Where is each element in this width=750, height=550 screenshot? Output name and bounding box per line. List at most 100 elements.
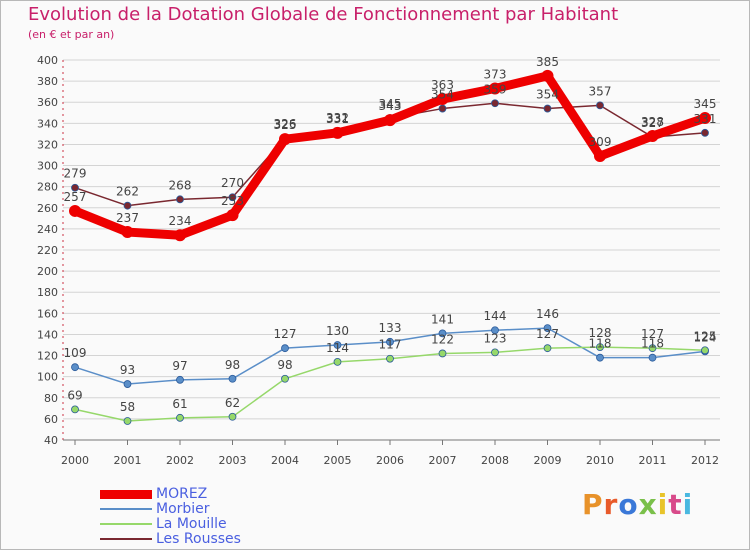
- data-point-morez: [436, 93, 449, 106]
- data-label-la-mouille: 98: [277, 358, 292, 372]
- data-point-morbier: [386, 337, 394, 346]
- y-tick-label: 60: [44, 413, 58, 426]
- data-label-la-mouille: 69: [67, 388, 82, 402]
- data-point-la-mouille: [491, 348, 499, 357]
- data-label-les-rousses: 268: [169, 178, 192, 192]
- data-label-les-rousses: 327: [641, 116, 664, 130]
- y-tick-label: 400: [37, 54, 58, 67]
- legend-swatch-la-mouille: [100, 523, 152, 525]
- data-label-morez: 309: [589, 135, 612, 149]
- data-label-morbier: 93: [120, 363, 135, 377]
- data-label-morbier: 133: [379, 321, 402, 335]
- data-point-les-rousses: [228, 193, 237, 202]
- data-label-morbier: 130: [326, 324, 349, 338]
- x-tick-label: 2010: [586, 454, 614, 467]
- data-label-la-mouille: 117: [379, 338, 402, 352]
- data-label-les-rousses: 345: [379, 97, 402, 111]
- legend-label-les-rousses: Les Rousses: [156, 531, 241, 547]
- data-label-les-rousses: 326: [274, 117, 297, 131]
- legend-swatch-morez: [100, 489, 152, 499]
- data-point-morbier: [648, 353, 657, 362]
- data-label-les-rousses: 279: [64, 167, 87, 181]
- data-point-morbier: [438, 329, 447, 338]
- data-label-morbier: 118: [641, 337, 664, 351]
- legend-item-morbier: Morbier: [100, 501, 210, 517]
- data-point-morbier: [123, 380, 132, 388]
- data-point-les-rousses: [176, 195, 184, 204]
- data-label-morez: 385: [536, 55, 559, 69]
- data-point-les-rousses: [123, 201, 132, 210]
- data-label-les-rousses: 354: [536, 88, 559, 102]
- data-point-morbier: [543, 324, 552, 333]
- axes: 40 60 80 100 120 140 160 180 200 220 240 260 280 300 3…: [37, 54, 720, 467]
- data-label-morez: 328: [641, 115, 664, 129]
- data-label-la-mouille: 61: [172, 397, 187, 411]
- y-tick-label: 380: [37, 75, 58, 88]
- data-point-morez: [226, 209, 239, 222]
- data-point-morez: [489, 82, 501, 95]
- data-label-morbier: 109: [64, 346, 87, 360]
- data-label-la-mouille: 127: [536, 327, 559, 341]
- chart-subtitle: (en € et par an): [28, 28, 115, 41]
- data-point-morez: [699, 112, 711, 125]
- data-point-morez: [646, 130, 659, 142]
- data-point-la-mouille: [543, 344, 552, 353]
- data-label-les-rousses: 359: [484, 82, 507, 96]
- data-label-morez: 253: [221, 194, 244, 208]
- data-point-la-mouille: [228, 412, 237, 421]
- x-tick-label: 2009: [534, 454, 562, 467]
- x-tick-label: 2003: [219, 454, 247, 467]
- data-point-la-mouille: [176, 413, 184, 422]
- y-tick-label: 40: [44, 434, 58, 447]
- data-point-morez: [69, 204, 81, 217]
- y-tick-label: 140: [37, 328, 58, 341]
- data-label-les-rousses: 357: [589, 84, 612, 98]
- y-tick-label: 160: [37, 307, 58, 320]
- data-point-la-mouille: [386, 354, 394, 363]
- data-point-morbier: [176, 375, 184, 384]
- x-tick-label: 2006: [376, 454, 404, 467]
- x-tick-label: 2005: [324, 454, 352, 467]
- y-tick-label: 220: [37, 244, 58, 257]
- x-tick-label: 2004: [271, 454, 299, 467]
- data-point-la-mouille: [701, 346, 709, 355]
- data-point-morez: [541, 69, 554, 82]
- legend-label-morez: MOREZ: [156, 486, 208, 502]
- x-tick-label: 2008: [481, 454, 509, 467]
- legend-label-la-mouille: La Mouille: [156, 516, 227, 532]
- data-point-la-mouille: [648, 344, 657, 353]
- data-point-la-mouille: [281, 374, 289, 383]
- x-tick-label: 2012: [691, 454, 719, 467]
- data-label-la-mouille: 125: [694, 329, 717, 343]
- y-tick-label: 300: [37, 160, 58, 173]
- data-point-la-mouille: [596, 343, 604, 352]
- y-tick-label: 360: [37, 96, 58, 109]
- legend-item-morez: MOREZ: [100, 486, 207, 502]
- data-point-les-rousses: [701, 128, 709, 137]
- y-tick-label: 240: [37, 223, 58, 236]
- data-label-les-rousses: 270: [221, 176, 244, 190]
- legend-label-morbier: Morbier: [156, 501, 210, 517]
- data-point-morbier: [491, 326, 499, 335]
- data-label-morbier: 146: [536, 307, 559, 321]
- x-tick-label: 2002: [166, 454, 194, 467]
- data-point-la-mouille: [123, 417, 132, 425]
- data-label-la-mouille: 62: [225, 396, 240, 410]
- data-label-morbier: 97: [172, 359, 187, 373]
- data-label-la-mouille: 123: [484, 331, 507, 345]
- chart-title: Evolution de la Dotation Globale de Fonc…: [28, 4, 619, 25]
- data-label-la-mouille: 114: [326, 341, 349, 355]
- data-point-morez: [594, 150, 606, 163]
- data-label-la-mouille: 58: [120, 400, 135, 414]
- y-tick-label: 80: [44, 392, 58, 405]
- x-tick-label: 2001: [114, 454, 142, 467]
- data-label-morbier: 141: [431, 312, 454, 326]
- data-point-la-mouille: [333, 357, 342, 366]
- data-label-morbier: 118: [589, 337, 612, 351]
- data-label-morez: 237: [116, 211, 139, 225]
- y-tick-label: 340: [37, 117, 58, 130]
- x-tick-label: 2007: [429, 454, 457, 467]
- y-tick-label: 100: [37, 371, 58, 384]
- brand-logo: Proxiti: [582, 488, 694, 521]
